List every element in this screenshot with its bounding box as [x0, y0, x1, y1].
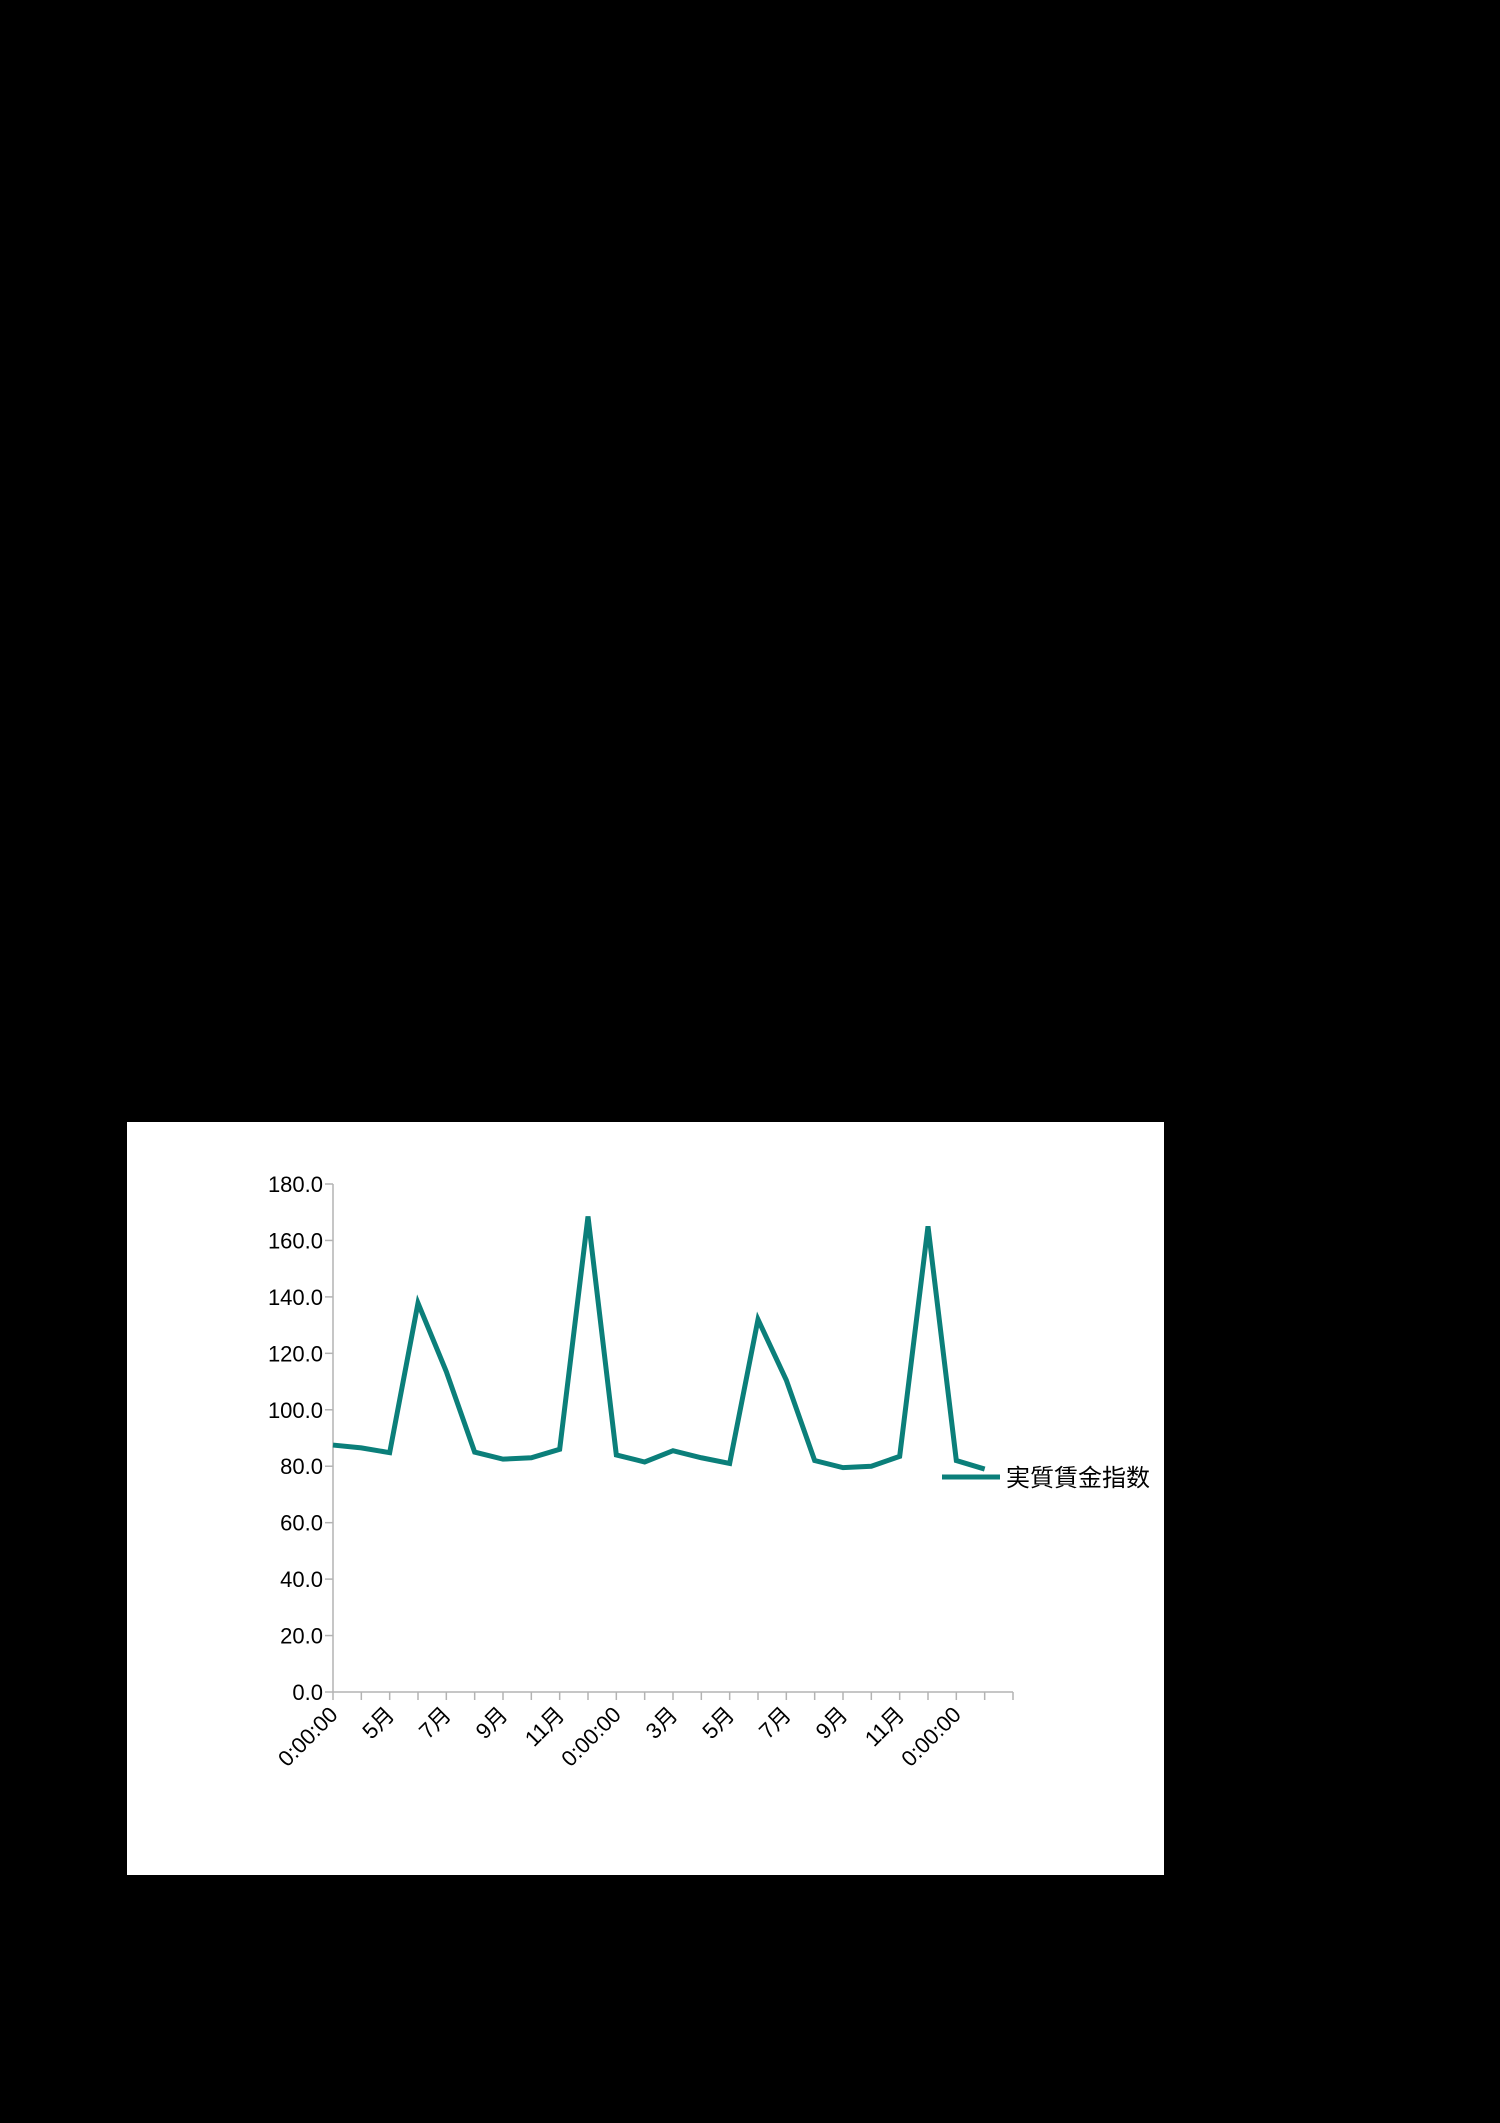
y-tick-label: 180.0 — [268, 1172, 323, 1197]
series-line — [332, 1216, 986, 1472]
y-axis-ticks: 0.0 20.0 40.0 60.0 80.0 100.0 120.0 140.0 160.0 1… — [268, 1172, 333, 1705]
x-tick-label: 9月 — [811, 1702, 853, 1744]
x-tick-label: 0:00:00 — [556, 1702, 626, 1772]
y-tick-label: 20.0 — [280, 1624, 323, 1649]
x-tick-label: 7月 — [754, 1702, 796, 1744]
x-tick-label: 11月 — [520, 1702, 569, 1751]
y-tick-label: 80.0 — [280, 1454, 323, 1479]
chart-axes — [332, 1184, 1013, 1693]
series-layer — [332, 1216, 986, 1472]
y-tick-label: 140.0 — [268, 1285, 323, 1310]
x-tick-label: 0:00:00 — [896, 1702, 966, 1772]
x-tick-label: 9月 — [471, 1702, 513, 1744]
x-tick-label: 5月 — [697, 1702, 739, 1744]
y-tick-label: 0.0 — [292, 1680, 323, 1705]
x-tick-label: 7月 — [414, 1702, 456, 1744]
chart-panel: 0.0 20.0 40.0 60.0 80.0 100.0 120.0 140.0 160.0 1… — [127, 1122, 1164, 1875]
legend: 実質賃金指数 — [942, 1464, 1150, 1492]
x-tick-label: 5月 — [357, 1702, 399, 1744]
y-tick-label: 120.0 — [268, 1341, 323, 1366]
y-tick-label: 100.0 — [268, 1398, 323, 1423]
x-tick-label: 3月 — [641, 1702, 683, 1744]
y-tick-label: 40.0 — [280, 1567, 323, 1592]
y-tick-label: 160.0 — [268, 1228, 323, 1253]
legend-label: 実質賃金指数 — [1006, 1464, 1150, 1492]
x-tick-label: 11月 — [860, 1702, 909, 1751]
x-tick-label: 0:00:00 — [273, 1702, 343, 1772]
line-chart: 0.0 20.0 40.0 60.0 80.0 100.0 120.0 140.0 160.0 1… — [268, 1172, 1150, 1772]
y-tick-label: 60.0 — [280, 1511, 323, 1536]
